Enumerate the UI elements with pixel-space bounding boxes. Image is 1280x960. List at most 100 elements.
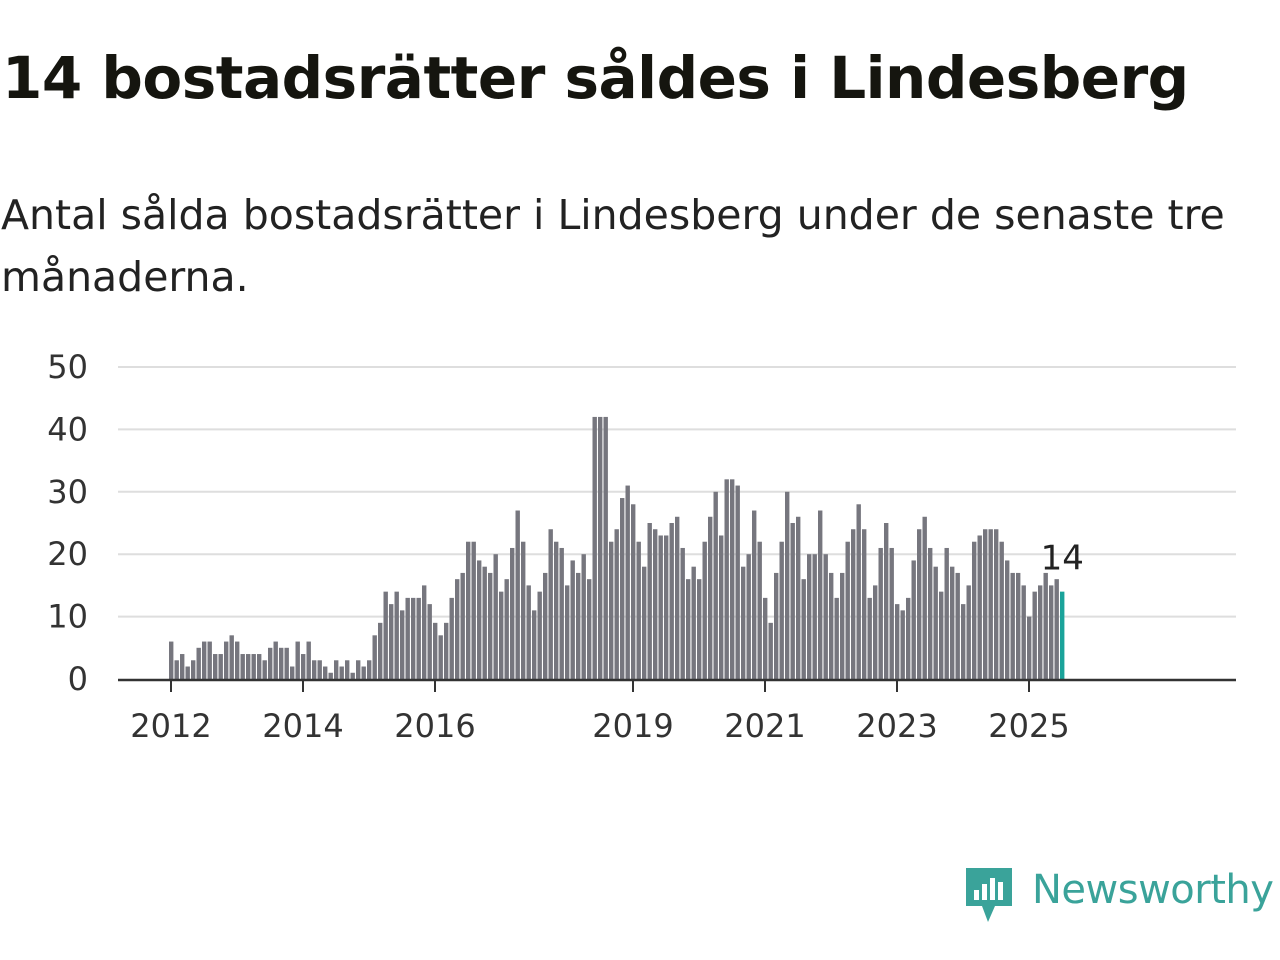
bar bbox=[180, 654, 185, 679]
bar bbox=[966, 585, 971, 679]
bar bbox=[554, 541, 559, 679]
bar bbox=[422, 585, 427, 679]
bar bbox=[240, 654, 245, 679]
bar bbox=[405, 597, 410, 679]
y-axis-labels: 0 10 20 30 40 50 bbox=[47, 348, 88, 698]
x-axis-labels: 2012 2014 2016 2019 2021 2023 2025 bbox=[130, 707, 1069, 745]
bar bbox=[504, 579, 509, 679]
bar-latest bbox=[1060, 591, 1065, 679]
bar bbox=[565, 585, 570, 679]
bar bbox=[614, 529, 619, 679]
bar bbox=[257, 654, 262, 679]
bar bbox=[323, 666, 328, 679]
bar bbox=[174, 660, 179, 679]
bar bbox=[702, 541, 707, 679]
bar bbox=[609, 541, 614, 679]
bar bbox=[279, 647, 284, 679]
bar bbox=[169, 641, 174, 679]
bar bbox=[697, 579, 702, 679]
bar bbox=[620, 498, 625, 679]
bar bbox=[768, 622, 773, 679]
bar bbox=[889, 547, 894, 679]
bar bbox=[933, 566, 938, 679]
bar bbox=[988, 529, 993, 679]
bar bbox=[763, 597, 768, 679]
bar bbox=[972, 541, 977, 679]
bar bbox=[851, 529, 856, 679]
bar bbox=[499, 591, 504, 679]
y-tick-label: 10 bbox=[47, 598, 88, 636]
bar bbox=[570, 560, 575, 679]
bar bbox=[213, 654, 218, 679]
chart-title: 14 bostadsrätter såldes i Lindesberg bbox=[2, 44, 1189, 112]
newsworthy-logo-icon bbox=[966, 868, 1012, 922]
bar bbox=[796, 516, 801, 679]
y-tick-label: 50 bbox=[47, 348, 88, 386]
bar bbox=[471, 541, 476, 679]
bar bbox=[845, 541, 850, 679]
bar bbox=[317, 660, 322, 679]
bar bbox=[730, 479, 735, 679]
bar bbox=[884, 523, 889, 679]
bar bbox=[218, 654, 223, 679]
bar bbox=[592, 416, 597, 679]
bar bbox=[636, 541, 641, 679]
bar bbox=[1049, 585, 1054, 679]
bar bbox=[669, 523, 674, 679]
bar bbox=[378, 622, 383, 679]
bar bbox=[251, 654, 256, 679]
bar bbox=[955, 572, 960, 679]
bar bbox=[433, 622, 438, 679]
bar bbox=[686, 579, 691, 679]
bar bbox=[928, 547, 933, 679]
y-tick-label: 40 bbox=[47, 410, 88, 448]
bar bbox=[911, 560, 916, 679]
newsworthy-brand[interactable]: Newsworthy bbox=[962, 862, 1276, 928]
bar bbox=[801, 579, 806, 679]
bar bbox=[207, 641, 212, 679]
bar bbox=[664, 535, 669, 679]
bar bbox=[950, 566, 955, 679]
bar bbox=[455, 579, 460, 679]
bar bbox=[284, 647, 289, 679]
chart-subtitle: Antal sålda bostadsrätter i Lindesberg u… bbox=[1, 191, 1225, 301]
bar bbox=[576, 572, 581, 679]
bar bbox=[1032, 591, 1037, 679]
bar bbox=[229, 635, 234, 679]
bar bbox=[680, 547, 685, 679]
bar bbox=[939, 591, 944, 679]
bar bbox=[411, 597, 416, 679]
bar bbox=[834, 597, 839, 679]
bar bbox=[543, 572, 548, 679]
bar bbox=[361, 666, 366, 679]
x-tick-label: 2021 bbox=[724, 707, 805, 745]
bar bbox=[1005, 560, 1010, 679]
bar bbox=[708, 516, 713, 679]
bar bbox=[339, 666, 344, 679]
bar bbox=[757, 541, 762, 679]
bar bbox=[1010, 572, 1015, 679]
bar bbox=[642, 566, 647, 679]
bar bbox=[477, 560, 482, 679]
bar bbox=[625, 485, 630, 679]
bar bbox=[856, 504, 861, 679]
bar bbox=[829, 572, 834, 679]
bar bbox=[383, 591, 388, 679]
bar bbox=[603, 416, 608, 679]
bar bbox=[724, 479, 729, 679]
bar bbox=[191, 660, 196, 679]
bar bbox=[598, 416, 603, 679]
bar bbox=[526, 585, 531, 679]
bar bbox=[647, 523, 652, 679]
bar bbox=[235, 641, 240, 679]
y-tick-label: 20 bbox=[47, 535, 88, 573]
bar bbox=[999, 541, 1004, 679]
bar bbox=[922, 516, 927, 679]
bar bbox=[328, 672, 333, 679]
bar bbox=[873, 585, 878, 679]
bar bbox=[345, 660, 350, 679]
y-tick-label: 30 bbox=[47, 473, 88, 511]
bar bbox=[675, 516, 680, 679]
bar bbox=[587, 579, 592, 679]
bar bbox=[444, 622, 449, 679]
